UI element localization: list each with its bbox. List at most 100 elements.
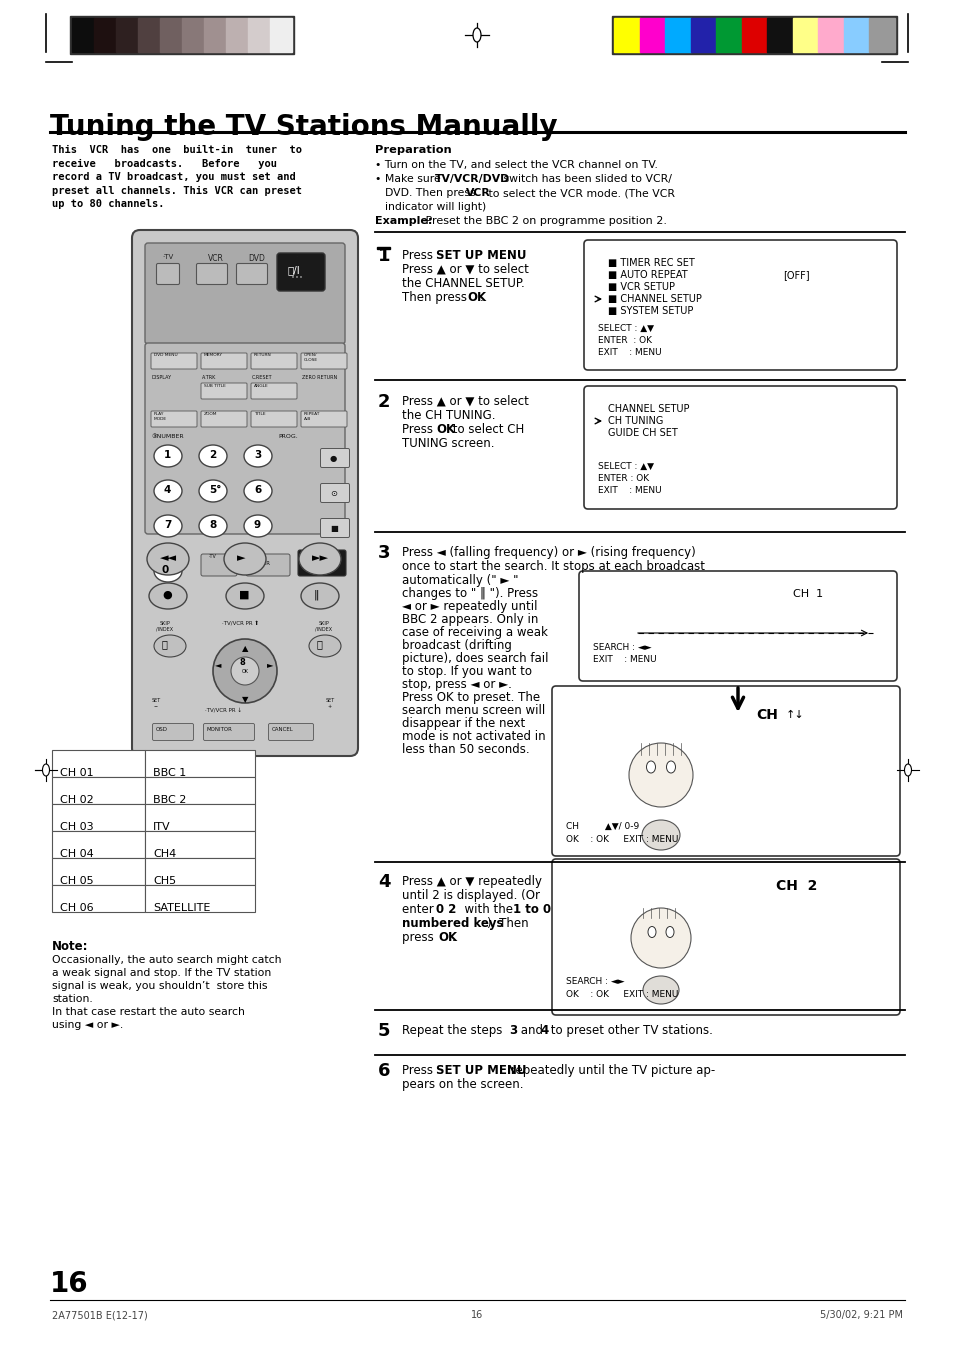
Text: •••: ••• bbox=[291, 276, 303, 281]
Text: using ◄ or ►.: using ◄ or ►. bbox=[52, 1020, 123, 1029]
Text: Press: Press bbox=[401, 1065, 436, 1077]
Text: .: . bbox=[479, 290, 483, 304]
Ellipse shape bbox=[226, 584, 264, 609]
Text: TV/VCR/DVD: TV/VCR/DVD bbox=[435, 174, 510, 184]
FancyBboxPatch shape bbox=[151, 353, 196, 369]
Bar bbox=[52, 804, 145, 831]
Bar bbox=[71, 18, 94, 51]
Bar bbox=[145, 885, 254, 912]
Text: 1: 1 bbox=[377, 247, 390, 265]
Text: 16: 16 bbox=[50, 1270, 89, 1298]
Bar bbox=[160, 18, 182, 51]
Ellipse shape bbox=[43, 765, 50, 775]
Text: SEARCH : ◄►: SEARCH : ◄► bbox=[565, 977, 624, 986]
Text: 5: 5 bbox=[377, 1021, 390, 1040]
Ellipse shape bbox=[153, 635, 186, 657]
Text: CH TUNING: CH TUNING bbox=[607, 416, 662, 426]
Text: 6: 6 bbox=[377, 1062, 390, 1079]
FancyBboxPatch shape bbox=[145, 243, 345, 345]
Bar bbox=[226, 18, 248, 51]
Text: 4: 4 bbox=[539, 1024, 548, 1038]
Bar bbox=[612, 16, 896, 54]
Text: A.TRK: A.TRK bbox=[202, 376, 216, 380]
FancyBboxPatch shape bbox=[251, 411, 296, 427]
Text: less than 50 seconds.: less than 50 seconds. bbox=[401, 743, 529, 757]
Text: ·TV: ·TV bbox=[162, 254, 173, 259]
Text: DVD. Then press: DVD. Then press bbox=[385, 188, 478, 199]
Text: MEMORY: MEMORY bbox=[204, 353, 223, 357]
Bar bbox=[145, 804, 254, 831]
Text: Example:: Example: bbox=[375, 216, 432, 226]
Text: to select the VCR mode. (The VCR: to select the VCR mode. (The VCR bbox=[484, 188, 675, 199]
Text: BBC 1: BBC 1 bbox=[152, 767, 186, 778]
Bar bbox=[792, 18, 818, 51]
Text: ■ VCR SETUP: ■ VCR SETUP bbox=[607, 282, 675, 292]
Bar bbox=[52, 831, 145, 858]
Text: Preparation: Preparation bbox=[375, 145, 452, 155]
Text: OK: OK bbox=[437, 931, 456, 944]
Text: ●: ● bbox=[162, 590, 172, 600]
Text: ◄ or ► repeatedly until: ◄ or ► repeatedly until bbox=[401, 600, 537, 613]
Bar bbox=[639, 18, 664, 51]
Text: Occasionally, the auto search might catch: Occasionally, the auto search might catc… bbox=[52, 955, 281, 965]
Text: ). Then: ). Then bbox=[486, 917, 528, 929]
Text: automatically (" ► ": automatically (" ► " bbox=[401, 574, 518, 586]
Ellipse shape bbox=[199, 480, 227, 503]
Text: to preset other TV stations.: to preset other TV stations. bbox=[546, 1024, 712, 1038]
Text: SATELLITE: SATELLITE bbox=[152, 902, 211, 913]
Text: Press ▲ or ▼ to select: Press ▲ or ▼ to select bbox=[401, 394, 528, 408]
Text: REPEAT
A-B: REPEAT A-B bbox=[304, 412, 320, 420]
Bar bbox=[94, 18, 116, 51]
Text: and: and bbox=[517, 1024, 546, 1038]
Text: 5°: 5° bbox=[209, 485, 221, 494]
Text: 2: 2 bbox=[377, 393, 390, 411]
Bar bbox=[664, 18, 690, 51]
Text: ■: ■ bbox=[239, 590, 250, 600]
FancyBboxPatch shape bbox=[152, 724, 193, 740]
Text: PROG.: PROG. bbox=[277, 434, 297, 439]
Bar bbox=[70, 16, 294, 54]
Text: 8: 8 bbox=[240, 658, 246, 667]
Text: SET
−: SET − bbox=[152, 698, 160, 709]
Text: ⏮: ⏮ bbox=[162, 639, 168, 648]
Bar bbox=[52, 777, 145, 804]
Text: ·TV/VCR PR ↓: ·TV/VCR PR ↓ bbox=[205, 708, 242, 713]
FancyBboxPatch shape bbox=[320, 484, 349, 503]
FancyBboxPatch shape bbox=[301, 353, 347, 369]
Text: 2A77501B E(12-17): 2A77501B E(12-17) bbox=[52, 1310, 148, 1320]
FancyBboxPatch shape bbox=[196, 263, 227, 285]
Bar bbox=[818, 18, 843, 51]
Text: Press: Press bbox=[401, 423, 436, 436]
Ellipse shape bbox=[642, 975, 679, 1004]
Ellipse shape bbox=[298, 543, 340, 576]
Ellipse shape bbox=[153, 515, 182, 536]
Text: ·TV◄: ·TV◄ bbox=[303, 559, 319, 565]
Text: mode is not activated in: mode is not activated in bbox=[401, 730, 545, 743]
Text: stop, press ◄ or ►.: stop, press ◄ or ►. bbox=[401, 678, 512, 690]
Bar bbox=[145, 858, 254, 885]
Bar bbox=[145, 777, 254, 804]
Text: .: . bbox=[452, 931, 456, 944]
Bar bbox=[145, 750, 254, 777]
Ellipse shape bbox=[309, 635, 340, 657]
Text: once to start the search. It stops at each broadcast: once to start the search. It stops at ea… bbox=[401, 561, 704, 573]
Text: Tuning the TV Stations Manually: Tuning the TV Stations Manually bbox=[50, 113, 558, 141]
Text: ◄◄: ◄◄ bbox=[160, 553, 177, 563]
Text: 3: 3 bbox=[377, 544, 390, 562]
Text: receive   broadcasts.   Before   you: receive broadcasts. Before you bbox=[52, 158, 276, 169]
Bar bbox=[843, 18, 868, 51]
Text: OK: OK bbox=[242, 669, 249, 674]
Text: EXIT    : MENU: EXIT : MENU bbox=[598, 349, 661, 357]
Ellipse shape bbox=[149, 584, 187, 609]
Text: DVD: DVD bbox=[248, 254, 265, 263]
Text: VCR: VCR bbox=[208, 254, 224, 263]
Text: 2: 2 bbox=[209, 450, 216, 459]
FancyBboxPatch shape bbox=[201, 353, 247, 369]
Text: Press ◄ (falling frequency) or ► (rising frequency): Press ◄ (falling frequency) or ► (rising… bbox=[401, 546, 695, 559]
Circle shape bbox=[628, 743, 692, 807]
Text: ·TV/VCR PR ⬆: ·TV/VCR PR ⬆ bbox=[222, 621, 258, 626]
Text: ENTER : OK: ENTER : OK bbox=[598, 474, 648, 484]
Text: SET UP MENU: SET UP MENU bbox=[436, 249, 526, 262]
Bar bbox=[52, 885, 145, 912]
Ellipse shape bbox=[666, 761, 675, 773]
